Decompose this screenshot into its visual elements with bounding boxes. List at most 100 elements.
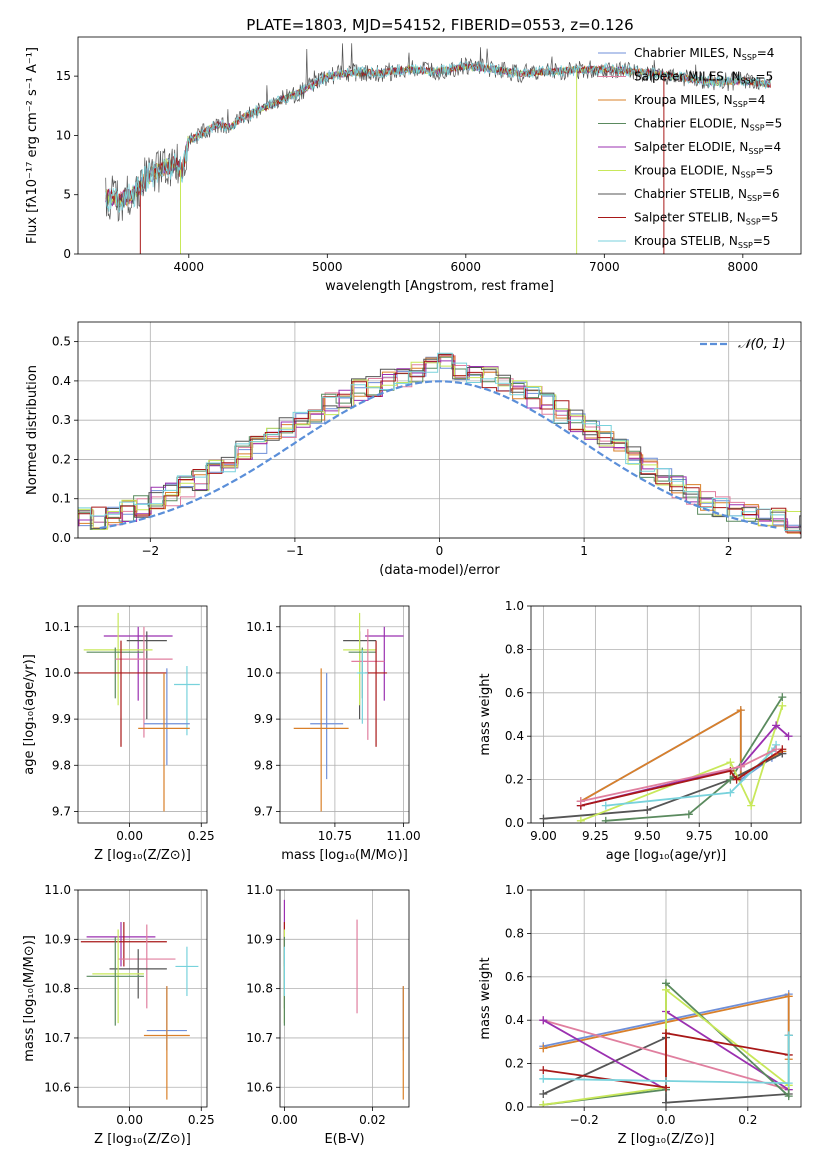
x-axis-label: age [log₁₀(age/yr)] (606, 848, 727, 863)
legend-value: =5 (765, 117, 783, 131)
y-tick-label: 15 (56, 69, 71, 83)
legend-subscript: SSP (741, 77, 756, 86)
x-tick-label: 11.00 (386, 829, 420, 843)
axes-frame (279, 889, 410, 1108)
x-tick-label: −1 (286, 544, 304, 558)
y-tick-label: 9.8 (52, 758, 71, 772)
x-tick-label: 0.25 (188, 1113, 215, 1127)
axes-frame (77, 889, 208, 1108)
legend-value: =5 (753, 234, 771, 248)
legend-label: Salpeter MILES, NSSP=5 (634, 70, 773, 86)
y-tick-label: 0.1 (52, 492, 71, 506)
x-tick-label: −2 (141, 544, 159, 558)
x-axis-label: Z [log₁₀(Z/Z⊙)] (94, 848, 191, 863)
plot-area (105, 43, 771, 254)
x-axis-label: Z [log₁₀(Z/Z⊙)] (618, 1132, 715, 1147)
y-tick-label: 0.2 (505, 773, 524, 787)
x-tick-label: 6000 (451, 260, 482, 274)
legend-label: Chabrier STELIB, NSSP=6 (634, 187, 780, 203)
weight-line (605, 744, 777, 807)
histogram-series (78, 356, 801, 530)
x-tick-label: 0.2 (738, 1113, 757, 1127)
y-tick-label: 11.0 (246, 883, 273, 897)
x-tick-label: 5000 (312, 260, 343, 274)
weight-marker (778, 693, 787, 702)
z-massweight-panel: −0.2 0.0 0.2 0.0 0.2 0.4 0.6 0.8 1.0 Z [log₁₀(Z/Z… (478, 883, 802, 1147)
y-tick-label: 0.0 (505, 1100, 524, 1114)
axes-frame (77, 321, 802, 539)
x-axis-label: (data-model)/error (379, 563, 500, 578)
x-axis-label: mass [log₁₀(M/M⊙)] (281, 848, 408, 863)
legend-value: =5 (761, 211, 779, 225)
x-tick-label: 10.00 (734, 829, 768, 843)
y-tick-label: 9.9 (52, 712, 71, 726)
weight-marker (662, 1076, 670, 1085)
legend-subscript: SSP (742, 53, 757, 62)
y-tick-label: 9.7 (254, 804, 273, 818)
weight-marker (784, 992, 793, 1001)
y-axis-label: mass [log₁₀(M/M⊙)] (22, 935, 37, 1062)
weight-marker (662, 1029, 670, 1038)
mass-age-panel: 10.75 11.00 9.7 9.8 9.9 10.0 10.1 mass [log₁₀(M… (246, 605, 421, 863)
z-age-panel: 0.00 0.25 9.7 9.8 9.9 10.0 10.1 Z [log₁₀(Z/Z⊙)]… (22, 605, 215, 863)
legend-subscript: SSP (741, 171, 756, 180)
legend-value: =5 (756, 70, 774, 84)
y-tick-label: 10.0 (246, 666, 273, 680)
y-axis-label: mass weight (478, 673, 493, 755)
weight-marker (601, 816, 610, 823)
legend-label: Chabrier ELODIE, NSSP=5 (634, 117, 782, 133)
x-tick-label: 0.02 (359, 1113, 386, 1127)
y-tick-label: 0.4 (52, 374, 71, 388)
legend-subscript: SSP (750, 124, 765, 133)
weight-marker (784, 732, 793, 741)
axes-frame (77, 605, 208, 824)
plot-area (78, 612, 200, 812)
weight-line (580, 705, 784, 822)
axes-frame (77, 36, 802, 255)
x-tick-label: 9.75 (686, 829, 713, 843)
y-tick-label: 0.5 (52, 335, 71, 349)
legend-subscript: SSP (746, 218, 761, 227)
x-tick-label: 9.25 (582, 829, 609, 843)
weight-marker (539, 1044, 548, 1053)
y-tick-label: 0.4 (505, 1013, 524, 1027)
residual-histogram-panel: −2 −1 0 1 2 0.0 0.1 0.2 0.3 0.4 0.5 (data-model)/er… (25, 321, 802, 578)
figure-title: PLATE=1803, MJD=54152, FIBERID=0553, z=0… (246, 16, 633, 34)
x-tick-label: 2 (725, 544, 733, 558)
legend-value: =4 (763, 140, 781, 154)
y-axis-label: age [log₁₀(age/yr)] (22, 654, 37, 775)
weight-line (580, 708, 783, 803)
weight-marker (784, 1092, 793, 1101)
weight-marker (726, 788, 735, 797)
y-tick-label: 10.9 (44, 932, 71, 946)
weight-marker (539, 814, 548, 823)
weight-marker (784, 1079, 793, 1088)
histogram-series (78, 352, 801, 532)
axes-frame (279, 605, 410, 824)
weight-line (543, 1035, 790, 1085)
legend-value: =4 (748, 93, 766, 107)
spectrum-legend: Chabrier MILES, NSSP=4 Salpeter MILES, NS… (598, 46, 782, 250)
weight-marker (778, 701, 787, 710)
y-tick-label: 10.1 (44, 620, 71, 634)
y-tick-label: 10.6 (246, 1080, 273, 1094)
ebv-mass-panel: 0.00 0.02 10.6 10.7 10.8 10.9 11.0 E(B-V) (246, 883, 410, 1147)
x-axis-label: wavelength [Angstrom, rest frame] (325, 279, 554, 294)
y-tick-label: 0.6 (505, 970, 524, 984)
weight-marker (539, 1016, 548, 1025)
y-tick-label: 0.3 (52, 413, 71, 427)
weight-marker (662, 1098, 670, 1107)
y-axis-label: Normed distribution (25, 365, 40, 495)
x-axis-label: E(B-V) (324, 1132, 364, 1147)
weight-line (580, 708, 783, 803)
weight-marker (539, 1100, 548, 1107)
weight-marker (662, 985, 670, 994)
y-tick-label: 9.8 (254, 758, 273, 772)
normal-curve (99, 380, 777, 530)
y-tick-label: 10.7 (246, 1031, 273, 1045)
x-tick-label: 0.00 (271, 1113, 298, 1127)
x-tick-label: 0 (436, 544, 444, 558)
y-tick-label: 0.8 (505, 926, 524, 940)
axes-frame (530, 605, 802, 824)
x-tick-label: 4000 (174, 260, 205, 274)
